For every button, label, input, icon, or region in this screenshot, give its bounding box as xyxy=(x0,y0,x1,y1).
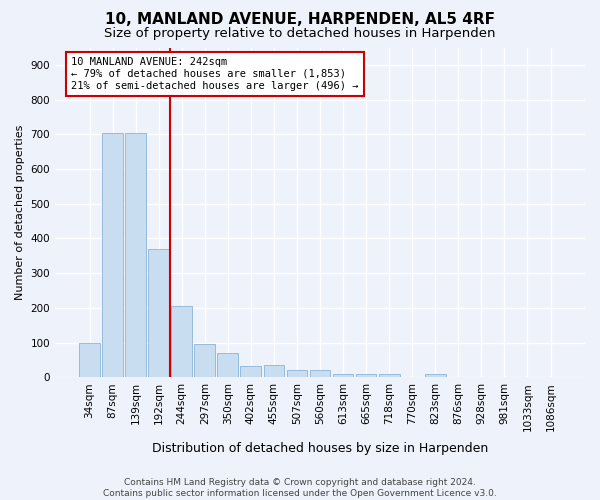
Bar xyxy=(356,374,376,378)
Bar xyxy=(172,306,192,378)
Bar xyxy=(540,376,561,378)
Bar xyxy=(194,344,215,378)
Bar xyxy=(263,365,284,378)
Bar xyxy=(102,132,123,378)
Bar xyxy=(79,342,100,378)
Bar xyxy=(379,374,400,378)
Text: Size of property relative to detached houses in Harpenden: Size of property relative to detached ho… xyxy=(104,28,496,40)
Bar xyxy=(310,370,331,378)
Bar xyxy=(217,353,238,378)
Y-axis label: Number of detached properties: Number of detached properties xyxy=(15,125,25,300)
Bar xyxy=(425,374,446,378)
Bar xyxy=(287,370,307,378)
Text: 10, MANLAND AVENUE, HARPENDEN, AL5 4RF: 10, MANLAND AVENUE, HARPENDEN, AL5 4RF xyxy=(105,12,495,28)
Text: 10 MANLAND AVENUE: 242sqm
← 79% of detached houses are smaller (1,853)
21% of se: 10 MANLAND AVENUE: 242sqm ← 79% of detac… xyxy=(71,58,358,90)
Bar xyxy=(332,374,353,378)
Text: Contains HM Land Registry data © Crown copyright and database right 2024.
Contai: Contains HM Land Registry data © Crown c… xyxy=(103,478,497,498)
Bar xyxy=(241,366,261,378)
Bar xyxy=(148,249,169,378)
Bar xyxy=(125,132,146,378)
X-axis label: Distribution of detached houses by size in Harpenden: Distribution of detached houses by size … xyxy=(152,442,488,455)
